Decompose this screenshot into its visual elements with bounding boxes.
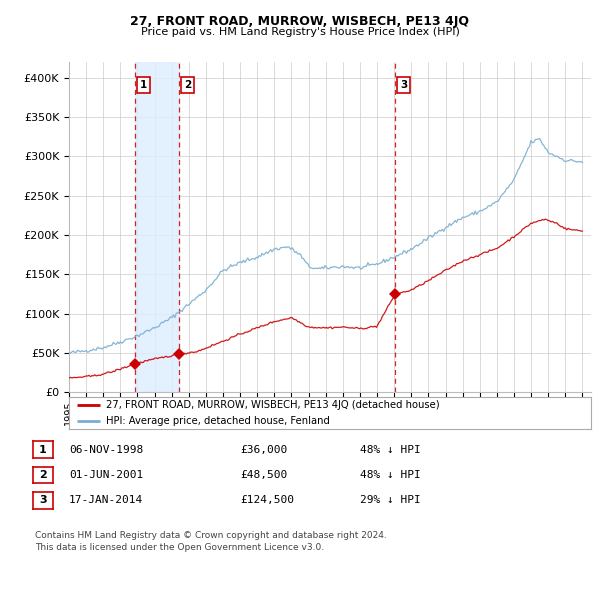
Text: 1: 1: [39, 445, 47, 454]
Text: £48,500: £48,500: [240, 470, 287, 480]
Text: 27, FRONT ROAD, MURROW, WISBECH, PE13 4JQ (detached house): 27, FRONT ROAD, MURROW, WISBECH, PE13 4J…: [106, 400, 439, 410]
Text: £124,500: £124,500: [240, 496, 294, 505]
Text: 48% ↓ HPI: 48% ↓ HPI: [360, 470, 421, 480]
Text: HPI: Average price, detached house, Fenland: HPI: Average price, detached house, Fenl…: [106, 416, 329, 426]
Text: 01-JUN-2001: 01-JUN-2001: [69, 470, 143, 480]
Text: This data is licensed under the Open Government Licence v3.0.: This data is licensed under the Open Gov…: [35, 543, 324, 552]
Text: Contains HM Land Registry data © Crown copyright and database right 2024.: Contains HM Land Registry data © Crown c…: [35, 531, 386, 540]
Text: 2: 2: [184, 80, 191, 90]
Text: 1: 1: [140, 80, 147, 90]
Text: 06-NOV-1998: 06-NOV-1998: [69, 445, 143, 454]
Text: 29% ↓ HPI: 29% ↓ HPI: [360, 496, 421, 505]
Text: 17-JAN-2014: 17-JAN-2014: [69, 496, 143, 505]
Bar: [135, 62, 179, 392]
Text: 3: 3: [39, 496, 47, 505]
Text: 2: 2: [39, 470, 47, 480]
Text: 3: 3: [400, 80, 407, 90]
Text: Price paid vs. HM Land Registry's House Price Index (HPI): Price paid vs. HM Land Registry's House …: [140, 27, 460, 37]
Text: 48% ↓ HPI: 48% ↓ HPI: [360, 445, 421, 454]
Text: 27, FRONT ROAD, MURROW, WISBECH, PE13 4JQ: 27, FRONT ROAD, MURROW, WISBECH, PE13 4J…: [131, 15, 470, 28]
Text: £36,000: £36,000: [240, 445, 287, 454]
